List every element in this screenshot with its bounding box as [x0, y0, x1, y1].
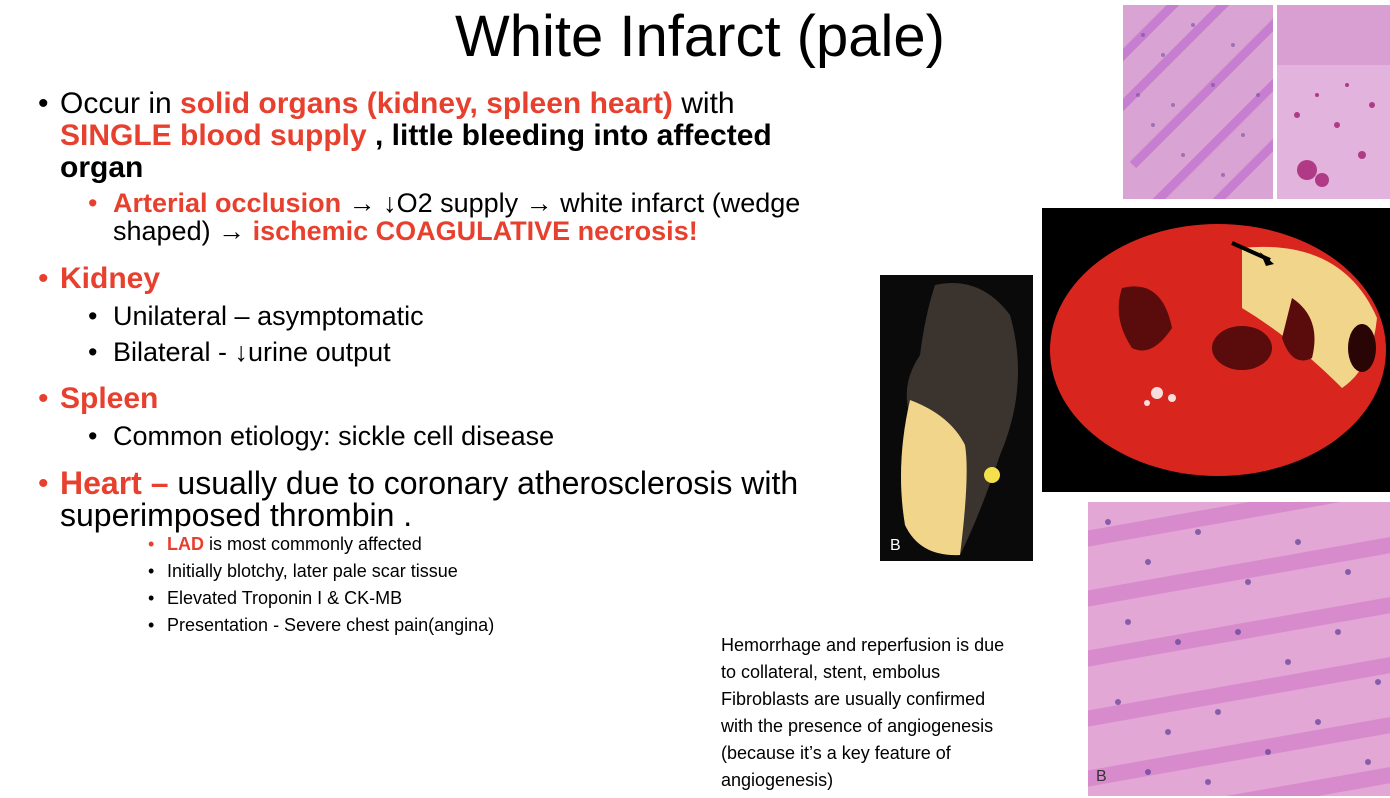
kidney-heading: Kidney	[60, 262, 161, 295]
bullet-marker: •	[88, 188, 98, 218]
heart-line-2: superimposed thrombin .	[60, 497, 413, 533]
arterial-line-2: shaped) → ischemic COAGULATIVE necrosis!	[113, 216, 698, 246]
note-text-block: Hemorrhage and reperfusion is due to col…	[721, 632, 1051, 794]
heart-subitem: Elevated Troponin I & CK-MB	[167, 588, 403, 608]
arterial-line-1: Arterial occlusion → ↓O2 supply → white …	[113, 188, 801, 218]
spleen-heading: Spleen	[60, 382, 159, 415]
histology-image-3: B	[1088, 502, 1390, 796]
bullet-marker: •	[38, 382, 49, 415]
occur-line-3: organ	[60, 151, 144, 184]
spleen-item: Common etiology: sickle cell disease	[113, 421, 555, 451]
heart-subitem: Presentation - Severe chest pain(angina)	[167, 615, 495, 635]
bullet-marker: •	[148, 561, 155, 581]
bullet-marker: •	[38, 87, 49, 120]
bullet-marker: •	[38, 262, 49, 295]
bullet-marker: •	[88, 421, 98, 451]
histology-image-2	[1277, 5, 1390, 199]
note-line: Hemorrhage and reperfusion is due	[721, 635, 1005, 655]
note-line: angiogenesis)	[721, 770, 834, 790]
heart-specimen-image	[1042, 208, 1390, 492]
note-line: with the presence of angiogenesis	[721, 716, 994, 736]
image-label: B	[1096, 768, 1107, 785]
histology-image-1	[1123, 5, 1273, 199]
bullet-marker: •	[88, 337, 98, 367]
spleen-specimen-image: B	[880, 275, 1033, 561]
bullet-marker: •	[38, 467, 49, 500]
bullet-marker: •	[88, 301, 98, 331]
bullet-marker: •	[148, 615, 155, 635]
slide-title: White Infarct (pale)	[455, 4, 945, 69]
image-label: B	[890, 537, 901, 554]
kidney-item: Bilateral - ↓urine output	[113, 337, 391, 367]
kidney-item: Unilateral – asymptomatic	[113, 301, 424, 331]
bullet-marker: •	[148, 588, 155, 608]
bullet-marker: •	[148, 534, 155, 554]
note-line: Fibroblasts are usually confirmed	[721, 689, 986, 709]
heart-subitem: Initially blotchy, later pale scar tissu…	[167, 561, 458, 581]
occur-line-1: Occur in solid organs (kidney, spleen he…	[60, 87, 735, 120]
heart-subitem: LAD is most commonly affected	[167, 534, 422, 554]
occur-line-2: SINGLE blood supply , little bleeding in…	[60, 119, 772, 152]
note-line: to collateral, stent, embolus	[721, 662, 941, 682]
heart-line-1: Heart – usually due to coronary atherosc…	[60, 465, 799, 501]
note-line: (because it’s a key feature of	[721, 743, 951, 763]
